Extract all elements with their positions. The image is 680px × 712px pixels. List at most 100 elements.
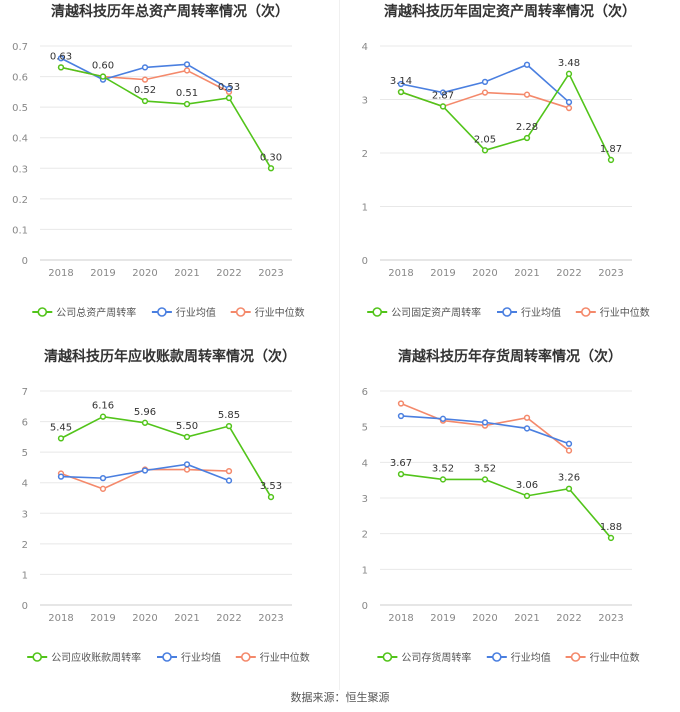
y-tick-label: 2 [22, 540, 28, 551]
legend-label: 行业均值 [511, 651, 551, 664]
legend-swatch-marker [492, 652, 502, 662]
y-tick-label: 3 [362, 494, 368, 505]
panel-separator [339, 0, 340, 690]
data-point-avg [439, 89, 447, 96]
data-label: 3.52 [474, 463, 496, 474]
data-point-avg [225, 85, 233, 92]
legend-item-company: 公司固定资产周转率 [367, 306, 481, 319]
data-point-median [183, 466, 191, 473]
data-point-median [99, 485, 107, 492]
legend-label: 行业均值 [521, 306, 561, 319]
data-point-company [607, 156, 615, 164]
x-tick-label: 2022 [556, 268, 581, 279]
data-point-median [183, 67, 191, 74]
legend-swatch-marker [581, 307, 591, 317]
y-tick-label: 0 [362, 601, 368, 612]
data-point-avg [523, 425, 531, 432]
chart-panel-total-asset-turnover: 清越科技历年总资产周转率情况（次） 0 0.1 0.2 0.3 0.4 0.5 0.6 0.7 2… [0, 0, 340, 345]
data-source-footer: 数据来源：恒生聚源 [290, 691, 390, 704]
data-point-company [397, 88, 405, 96]
data-label: 5.45 [50, 422, 72, 433]
data-point-avg [141, 64, 149, 71]
legend-label: 行业中位数 [260, 651, 310, 664]
data-point-avg [99, 474, 107, 482]
data-point-company [565, 70, 573, 77]
chart-panel-inventory-turnover: 清越科技历年存货周转率情况（次） 0 1 2 3 4 5 6 2018 2019 2020 2021 2… [340, 345, 680, 690]
chart-panel-receivables-turnover: 清越科技历年应收账款周转率情况（次） 0 1 2 3 4 5 6 7 2018 2019 2020 20… [0, 345, 340, 690]
legend-label: 行业均值 [176, 306, 216, 319]
data-point-company [523, 134, 531, 142]
data-point-avg [565, 440, 573, 447]
legend-item-median: 行业中位数 [235, 651, 310, 664]
data-point-company [439, 476, 447, 483]
data-label: 2.05 [474, 134, 496, 145]
legend-label: 公司应收账款周转率 [51, 651, 141, 664]
data-point-avg [183, 61, 191, 68]
chart-title: 清越科技历年总资产周转率情况（次） [51, 3, 289, 20]
data-label: 3.14 [390, 76, 412, 87]
legend-swatch-marker [502, 307, 512, 317]
chart-svg: 清越科技历年固定资产周转率情况（次） 0 1 2 3 4 2018 2019 2020 2021 2… [362, 3, 650, 319]
legend-label: 行业中位数 [255, 306, 305, 319]
legend-item-median: 行业中位数 [565, 651, 640, 664]
y-tick-label: 4 [362, 458, 368, 469]
data-label: 0.30 [260, 152, 282, 163]
x-tick-label: 2020 [132, 613, 157, 624]
legend-item-avg: 行业均值 [151, 306, 216, 319]
data-label: 1.87 [600, 144, 622, 155]
legend-swatch-marker [382, 652, 393, 662]
data-point-company [183, 100, 191, 108]
data-point-company [183, 433, 191, 441]
legend-swatch-marker [157, 307, 167, 317]
legend-swatch-marker [162, 652, 172, 662]
data-point-company [225, 423, 233, 430]
y-tick-label: 4 [22, 479, 28, 490]
y-tick-label: 0.3 [12, 164, 28, 175]
data-point-avg [397, 80, 405, 88]
legend-item-median: 行业中位数 [230, 306, 305, 319]
x-tick-label: 2021 [514, 613, 539, 624]
x-tick-label: 2023 [258, 268, 283, 279]
y-tick-label: 0.4 [12, 134, 28, 145]
chart-svg: 清越科技历年总资产周转率情况（次） 0 0.1 0.2 0.3 0.4 0.5 0.6 0.7 2… [12, 3, 305, 319]
data-point-company [99, 413, 107, 420]
data-label: 1.88 [600, 522, 622, 533]
x-tick-label: 2019 [90, 268, 115, 279]
series-line-company [60, 415, 272, 498]
y-tick-label: 3 [22, 509, 28, 520]
y-tick-label: 6 [362, 387, 368, 398]
data-point-median [523, 91, 531, 98]
series-line-company [400, 473, 612, 539]
data-point-median [225, 467, 233, 475]
legend-item-avg: 行业均值 [486, 651, 551, 664]
x-tick-label: 2020 [132, 268, 157, 279]
data-point-company [225, 94, 233, 102]
data-point-avg [57, 55, 65, 62]
x-tick-label: 2020 [472, 613, 497, 624]
x-tick-label: 2022 [556, 613, 581, 624]
x-tick-label: 2019 [430, 268, 455, 279]
legend-swatch-marker [241, 652, 251, 662]
data-point-avg [523, 61, 531, 68]
y-tick-label: 0 [22, 601, 28, 612]
y-tick-label: 2 [362, 530, 368, 541]
legend-label: 公司存货周转率 [401, 651, 471, 664]
data-point-median [565, 104, 573, 112]
x-tick-label: 2022 [216, 613, 241, 624]
legend-label: 行业均值 [181, 651, 221, 664]
x-tick-label: 2018 [388, 268, 413, 279]
data-point-avg [439, 415, 447, 422]
data-label: 3.26 [558, 473, 580, 484]
data-label: 3.48 [558, 58, 580, 69]
data-point-company [141, 97, 149, 105]
x-tick-label: 2023 [598, 613, 623, 624]
data-point-avg [397, 412, 405, 420]
legend-item-avg: 行业均值 [497, 306, 561, 319]
x-tick-label: 2020 [472, 268, 497, 279]
data-label: 2.28 [516, 122, 538, 133]
legend-label: 公司固定资产周转率 [391, 306, 481, 319]
data-point-company [99, 73, 107, 80]
x-tick-label: 2023 [598, 268, 623, 279]
y-tick-label: 5 [362, 423, 368, 434]
data-point-company [267, 493, 275, 501]
